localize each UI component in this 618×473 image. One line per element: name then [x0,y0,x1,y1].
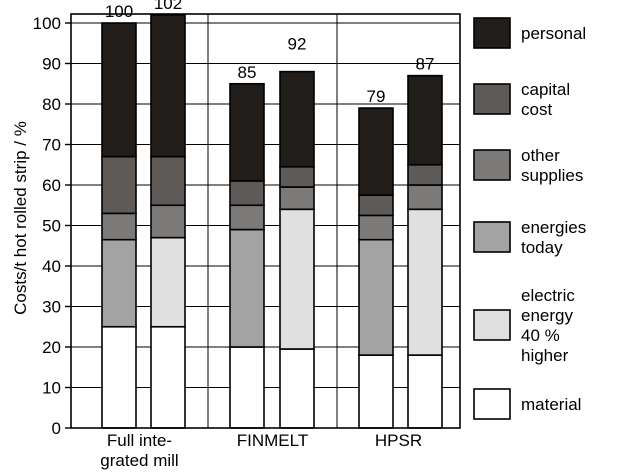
category-labels: Full inte-grated mill FINMELT HPSR [100,431,422,470]
y-tick-label: 60 [42,176,61,195]
bar-segment-personal [358,107,394,196]
legend-item-other-supplies: other supplies [473,146,583,185]
y-tick-label: 10 [42,379,61,398]
bar-segment-energies-today [101,238,137,328]
legend-swatch [473,221,511,253]
bar-segment-capital-cost [407,163,443,186]
bar-6 [407,74,443,429]
legend-label: personal [521,24,586,43]
y-tick-label: 20 [42,338,61,357]
category-label: Full inte-grated mill [100,431,178,470]
bar-total-label: 85 [238,63,257,82]
bars [101,14,443,429]
y-tick-label: 70 [42,136,61,155]
legend-item-electric-energy-40-higher: electric energy 40 % higher [473,286,575,365]
bar-segment-energies-today [229,228,265,348]
legend-item-personal: personal [473,17,586,49]
bar-segment-capital-cost [358,194,394,217]
legend-label: energies today [521,218,586,257]
bar-segment-capital-cost [101,155,137,215]
bar-segment-personal [229,82,265,182]
y-tick-label: 80 [42,95,61,114]
bar-total-label: 79 [367,87,386,106]
y-axis-title: Costs/t hot rolled strip / % [11,121,30,315]
bar-segment-other-supplies [358,214,394,241]
legend-swatch [473,83,511,115]
bar-total-label: 87 [416,55,435,74]
legend-swatch [473,309,511,341]
category-label: HPSR [375,431,422,450]
bar-5 [358,107,394,429]
bar-segment-electric-energy-40-higher [407,208,443,356]
bar-segment-material [229,346,265,429]
bar-segment-capital-cost [150,155,186,207]
bar-segment-material [407,354,443,429]
legend-label: electric energy 40 % higher [521,286,575,365]
legend-swatch [473,388,511,420]
legend-item-material: material [473,388,581,420]
legend-item-energies-today: energies today [473,218,586,257]
bar-segment-personal [279,70,315,168]
y-tick-label: 100 [33,14,61,33]
y-axis-ticks: 0 10 20 30 40 50 60 70 80 90 100 [33,14,71,438]
y-tick-label: 30 [42,298,61,317]
plot-frame [70,13,461,429]
bar-2 [150,14,186,429]
bar-4 [279,70,315,429]
category-label: FINMELT [237,431,308,450]
bar-segment-capital-cost [229,180,265,207]
y-tick-label: 90 [42,55,61,74]
bar-segment-material [358,354,394,429]
bar-segment-electric-energy-40-higher [150,236,186,328]
bar-segment-other-supplies [279,186,315,211]
bar-segment-other-supplies [150,204,186,239]
bar-segment-material [279,348,315,429]
legend: personal capital cost other supplies energies… [473,17,586,420]
bar-segment-personal [101,22,137,158]
data-labels: 100 102 85 92 79 87 [105,0,435,106]
bar-3 [229,82,265,429]
bar-segment-capital-cost [279,165,315,188]
y-tick-label: 40 [42,257,61,276]
bar-total-label: 100 [105,2,133,21]
bar-total-label: 92 [288,34,307,53]
legend-swatch [473,17,511,49]
bar-segment-personal [407,74,443,166]
bar-segment-other-supplies [229,204,265,231]
legend-label: material [521,395,581,414]
legend-item-capital-cost: capital cost [473,80,570,119]
bar-segment-other-supplies [407,184,443,211]
bar-segment-material [150,325,186,429]
legend-label: capital cost [521,80,570,119]
bar-segment-personal [150,14,186,158]
bar-segment-energies-today [358,238,394,356]
bar-segment-material [101,325,137,429]
bar-segment-other-supplies [101,212,137,241]
plot-border [70,13,461,429]
legend-swatch [473,149,511,181]
bar-1 [101,22,137,429]
bar-segment-electric-energy-40-higher [279,208,315,350]
bar-total-label: 102 [154,0,182,13]
y-tick-label: 0 [52,419,61,438]
y-tick-label: 50 [42,217,61,236]
legend-label: other supplies [521,146,583,185]
